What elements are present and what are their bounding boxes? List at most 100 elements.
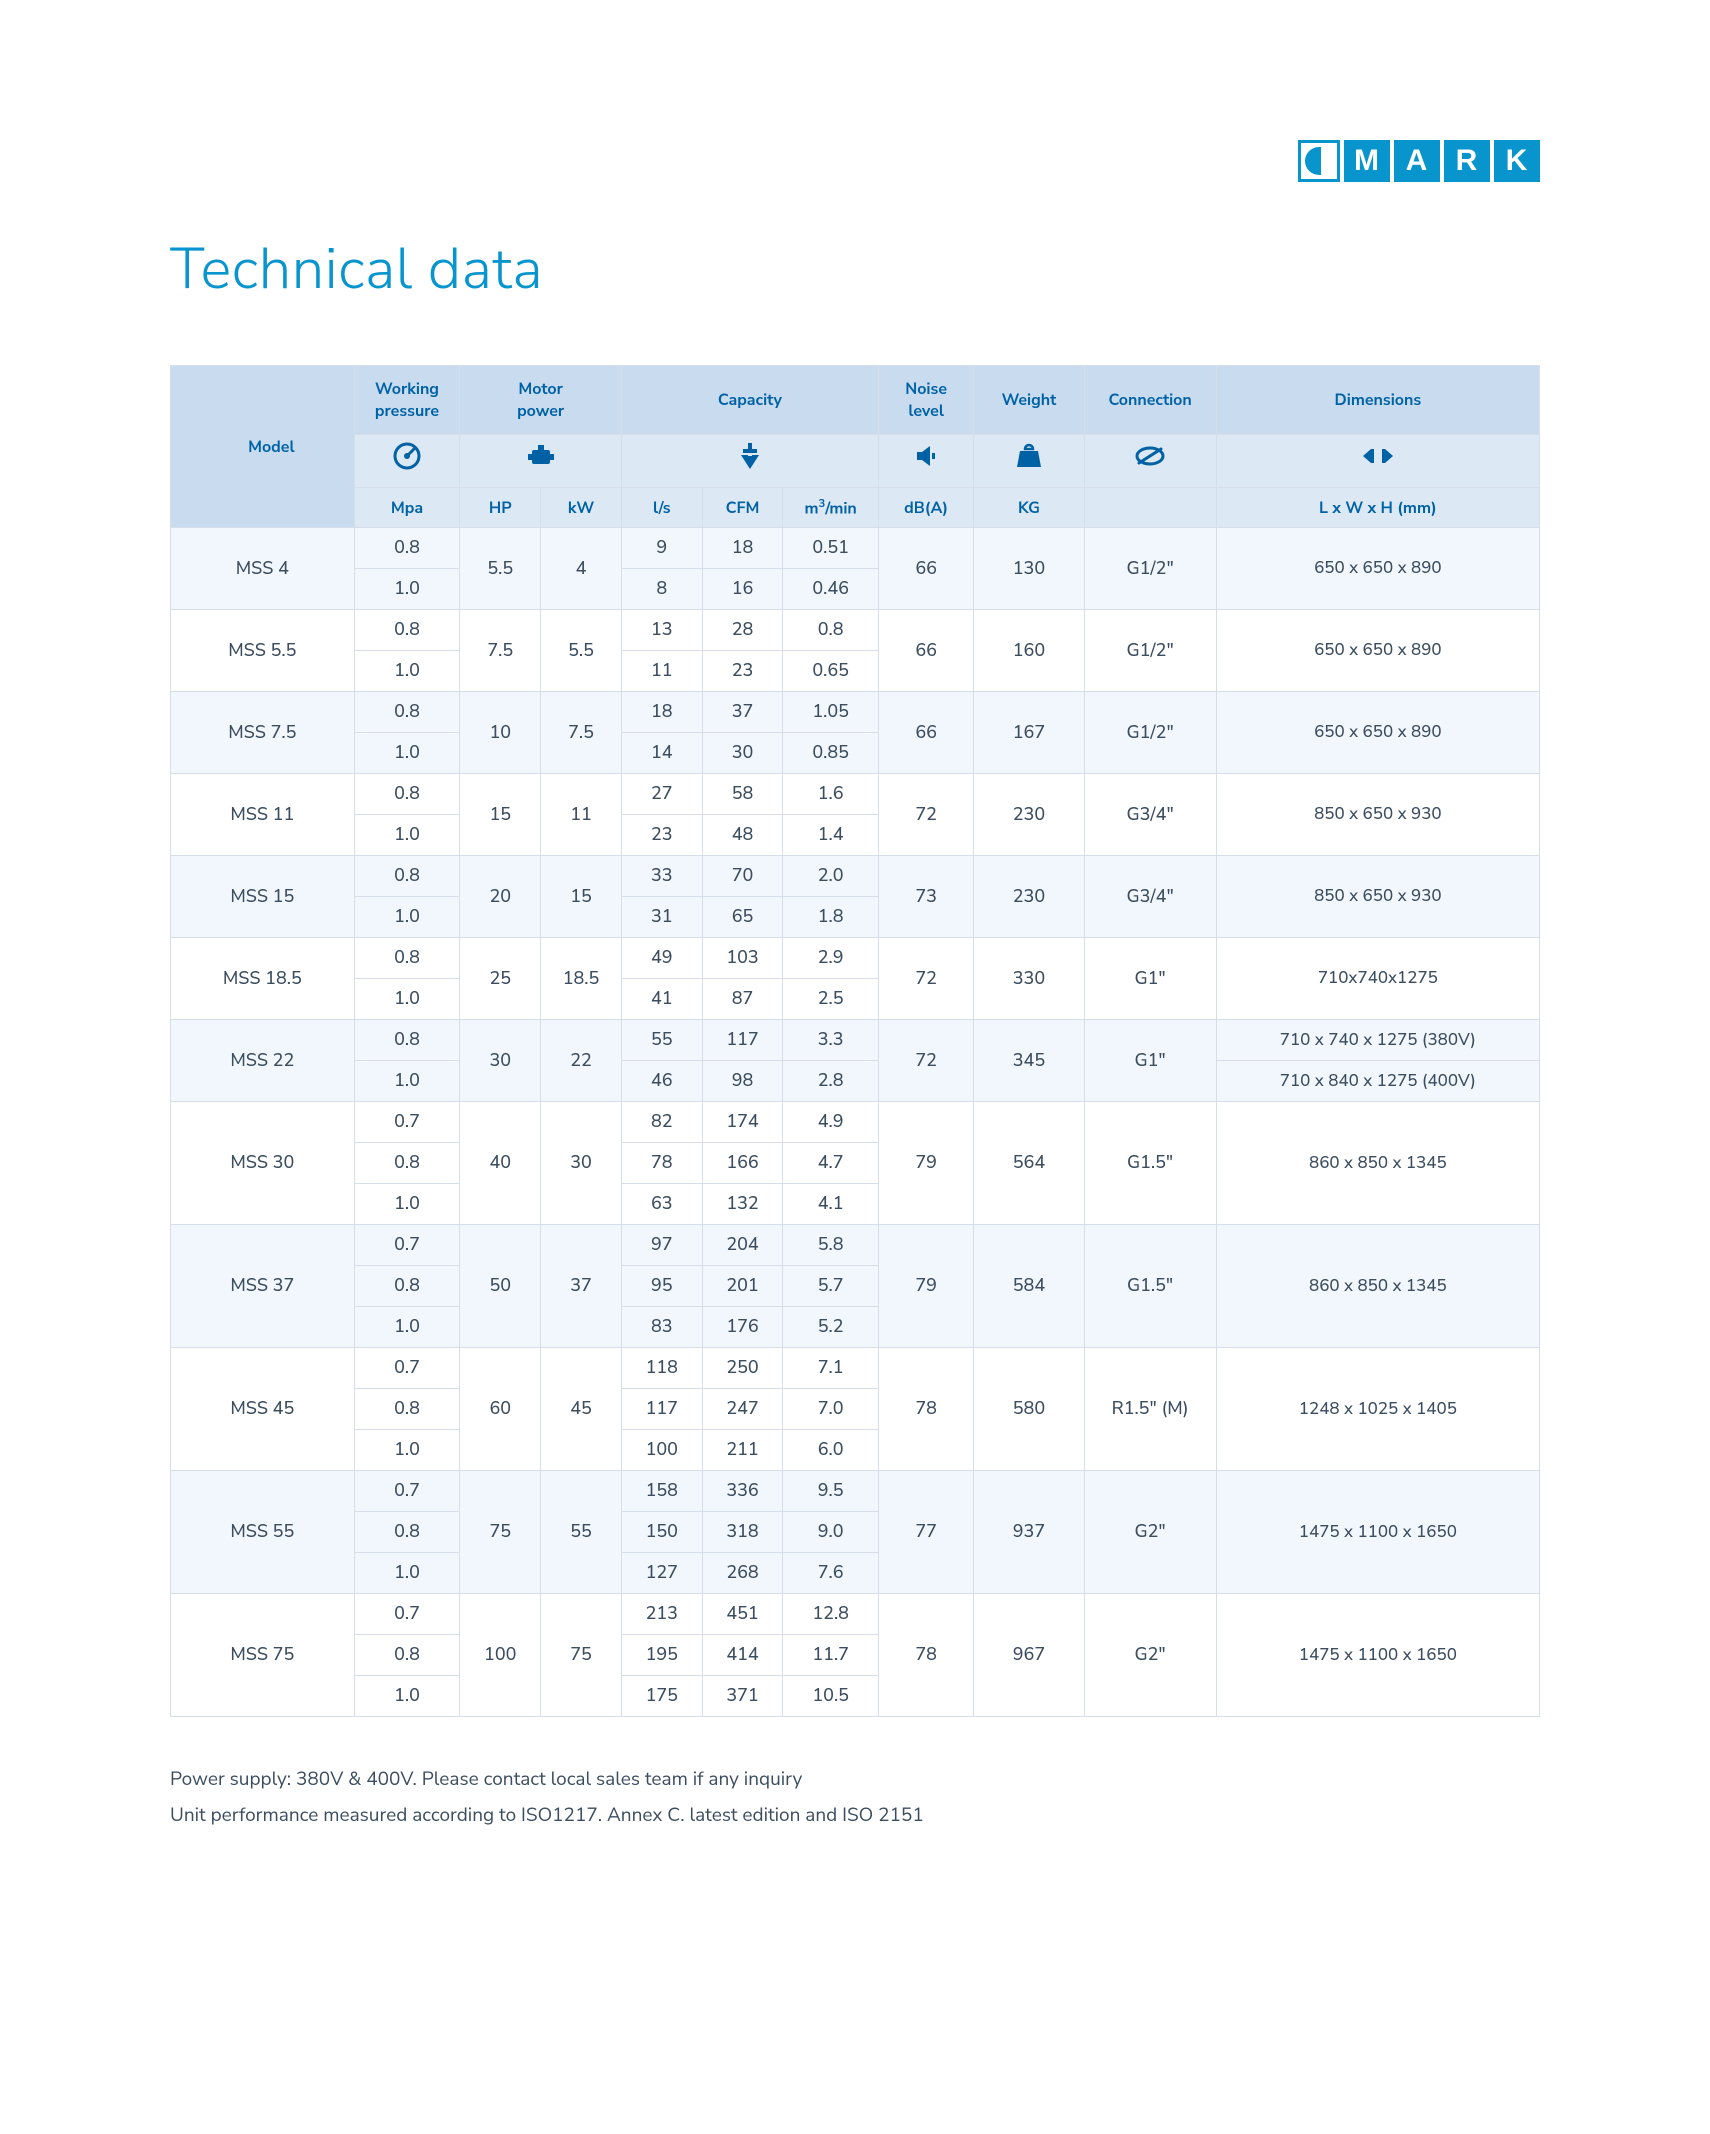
cell-dimensions: 850 x 650 x 930 [1216,774,1539,856]
cell-noise: 73 [878,856,973,938]
cell-m3: 4.7 [783,1143,878,1184]
cell-dimensions: 1248 x 1025 x 1405 [1216,1348,1539,1471]
page: M A R K Technical data ModelWorkingpress… [0,0,1710,2134]
cell-m3: 2.5 [783,979,878,1020]
model-group: MSS 370.75037972045.879584G1.5"860 x 850… [171,1225,1540,1348]
cell-ls: 27 [621,774,702,815]
cell-m3: 1.05 [783,692,878,733]
cell-cfm: 201 [702,1266,783,1307]
cell-pressure: 1.0 [354,569,460,610]
cell-m3: 7.0 [783,1389,878,1430]
model-name: MSS 5.5 [171,610,355,692]
cell-ls: 23 [621,815,702,856]
cell-weight: 230 [974,774,1084,856]
unit-header: CFM [702,488,783,528]
cell-weight: 967 [974,1594,1084,1717]
cell-weight: 937 [974,1471,1084,1594]
cell-ls: 150 [621,1512,702,1553]
cell-m3: 5.2 [783,1307,878,1348]
model-name: MSS 75 [171,1594,355,1717]
cell-noise: 72 [878,774,973,856]
cell-connection: G1.5" [1084,1225,1216,1348]
cell-noise: 72 [878,938,973,1020]
cell-ls: 9 [621,528,702,569]
cell-dimensions: 650 x 650 x 890 [1216,692,1539,774]
logo-leaf-icon [1298,140,1340,182]
engine-icon [526,441,556,481]
model-name: MSS 11 [171,774,355,856]
cell-hp: 75 [460,1471,541,1594]
cell-kw: 45 [541,1348,622,1471]
model-name: MSS 15 [171,856,355,938]
cell-weight: 160 [974,610,1084,692]
model-name: MSS 22 [171,1020,355,1102]
model-name: MSS 30 [171,1102,355,1225]
cell-hp: 30 [460,1020,541,1102]
cell-cfm: 166 [702,1143,783,1184]
cell-pressure: 1.0 [354,733,460,774]
cell-kw: 15 [541,856,622,938]
model-name: MSS 7.5 [171,692,355,774]
cell-pressure: 1.0 [354,651,460,692]
cell-kw: 37 [541,1225,622,1348]
cell-cfm: 30 [702,733,783,774]
cell-cfm: 318 [702,1512,783,1553]
cell-cfm: 204 [702,1225,783,1266]
cell-weight: 580 [974,1348,1084,1471]
cell-dimensions: 650 x 650 x 890 [1216,610,1539,692]
cell-connection: G1/2" [1084,692,1216,774]
cell-ls: 127 [621,1553,702,1594]
coupling-icon [1135,441,1165,481]
cell-cfm: 247 [702,1389,783,1430]
cell-hp: 10 [460,692,541,774]
cell-noise: 79 [878,1225,973,1348]
cell-m3: 0.85 [783,733,878,774]
cell-ls: 95 [621,1266,702,1307]
cell-cfm: 174 [702,1102,783,1143]
cell-m3: 1.8 [783,897,878,938]
col-header-icon [460,435,622,488]
cell-kw: 55 [541,1471,622,1594]
model-group: MSS 18.50.82518.5491032.972330G1"710x740… [171,938,1540,1020]
model-name: MSS 55 [171,1471,355,1594]
cell-m3: 0.65 [783,651,878,692]
col-header: Motorpower [460,366,622,435]
table-row: MSS 300.74030821744.979564G1.5"860 x 850… [171,1102,1540,1143]
model-group: MSS 110.8151127581.672230G3/4"850 x 650 … [171,774,1540,856]
dimensions-icon [1361,441,1395,481]
cell-m3: 6.0 [783,1430,878,1471]
cell-noise: 78 [878,1594,973,1717]
cell-kw: 4 [541,528,622,610]
cell-kw: 11 [541,774,622,856]
model-group: MSS 750.71007521345112.878967G2"1475 x 1… [171,1594,1540,1717]
cell-noise: 66 [878,692,973,774]
cell-connection: G1/2" [1084,528,1216,610]
cell-dimensions: 650 x 650 x 890 [1216,528,1539,610]
col-header: Dimensions [1216,366,1539,435]
cell-cfm: 58 [702,774,783,815]
cell-dimensions: 1475 x 1100 x 1650 [1216,1471,1539,1594]
table-row: 1.046982.8710 x 840 x 1275 (400V) [171,1061,1540,1102]
cell-weight: 345 [974,1020,1084,1102]
cell-noise: 66 [878,528,973,610]
model-group: MSS 450.760451182507.178580R1.5" (M)1248… [171,1348,1540,1471]
cell-pressure: 0.8 [354,1512,460,1553]
cell-dimensions: 860 x 850 x 1345 [1216,1225,1539,1348]
cell-dimensions: 850 x 650 x 930 [1216,856,1539,938]
cell-connection: G1" [1084,938,1216,1020]
cell-m3: 1.4 [783,815,878,856]
cell-ls: 100 [621,1430,702,1471]
col-header-model: Model [171,366,355,528]
table-head: ModelWorkingpressureMotorpowerCapacityNo… [171,366,1540,528]
cell-ls: 97 [621,1225,702,1266]
cell-m3: 11.7 [783,1635,878,1676]
cell-connection: G2" [1084,1594,1216,1717]
cell-ls: 55 [621,1020,702,1061]
cell-m3: 7.1 [783,1348,878,1389]
unit-header [1084,488,1216,528]
cell-weight: 564 [974,1102,1084,1225]
cell-weight: 130 [974,528,1084,610]
header-row-units: MpaHPkWl/sCFMm3/mindB(A)KGL x W x H (mm) [171,488,1540,528]
unit-header: KG [974,488,1084,528]
cell-weight: 330 [974,938,1084,1020]
